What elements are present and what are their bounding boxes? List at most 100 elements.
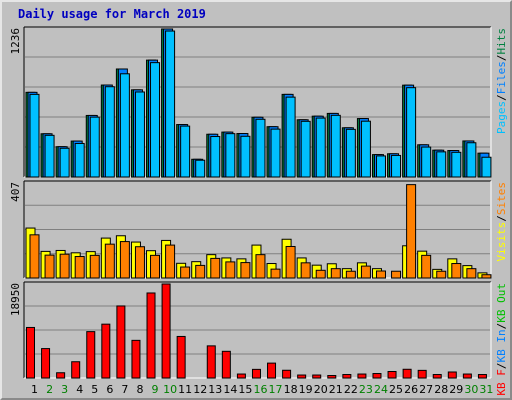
bar-pages-day-30 bbox=[466, 142, 477, 178]
bar-pages-day-15 bbox=[240, 135, 251, 178]
bar-kb-f-day-9 bbox=[146, 292, 156, 379]
bar-pages-day-10 bbox=[165, 30, 176, 178]
bar-sites-day-10 bbox=[165, 244, 176, 279]
day-label-19: 19 bbox=[299, 383, 313, 396]
bar-pages-day-27 bbox=[421, 146, 432, 178]
bar-kb-f-day-24 bbox=[372, 373, 382, 379]
bar-sites-day-25 bbox=[391, 270, 402, 279]
ymax-label: 18950 bbox=[9, 283, 22, 316]
bar-kb-f-day-23 bbox=[357, 373, 367, 379]
bar-pages-day-11 bbox=[180, 125, 191, 178]
bar-pages-day-25 bbox=[391, 154, 402, 178]
bar-pages-day-29 bbox=[451, 151, 462, 178]
bar-kb-f-day-2 bbox=[41, 348, 51, 379]
bar-kb-f-day-29 bbox=[447, 371, 457, 379]
bar-pages-day-1 bbox=[29, 93, 40, 178]
day-label-4: 4 bbox=[76, 383, 83, 396]
bar-kb-f-day-13 bbox=[206, 345, 216, 379]
bar-pages-day-3 bbox=[59, 147, 70, 178]
day-label-13: 13 bbox=[208, 383, 222, 396]
panel-visits-sites: 407 Visits/Sites bbox=[9, 180, 508, 279]
legend-entry: / bbox=[495, 215, 508, 222]
bar-sites-day-4 bbox=[74, 256, 85, 279]
bar-pages-day-23 bbox=[360, 120, 371, 178]
bar-sites-day-17 bbox=[270, 268, 281, 279]
bar-kb-f-day-25 bbox=[387, 371, 397, 379]
day-label-10: 10 bbox=[163, 383, 177, 396]
bar-sites-day-13 bbox=[210, 257, 221, 279]
day-label-11: 11 bbox=[178, 383, 192, 396]
day-label-2: 2 bbox=[46, 383, 53, 396]
bar-sites-day-28 bbox=[436, 270, 447, 279]
bar-kb-f-day-5 bbox=[86, 331, 96, 379]
bar-pages-day-14 bbox=[225, 133, 236, 178]
bar-kb-f-day-4 bbox=[71, 361, 81, 379]
day-label-1: 1 bbox=[31, 383, 38, 396]
bar-kb-f-day-10 bbox=[161, 283, 171, 379]
bar-pages-day-20 bbox=[315, 117, 326, 178]
day-label-31: 31 bbox=[479, 383, 493, 396]
day-label-25: 25 bbox=[389, 383, 403, 396]
bar-sites-day-26 bbox=[406, 184, 417, 279]
bar-sites-day-5 bbox=[89, 254, 100, 279]
bar-kb-f-day-30 bbox=[462, 373, 472, 379]
legend-entry: Hits bbox=[495, 28, 508, 55]
bar-sites-day-23 bbox=[360, 265, 371, 279]
bar-pages-day-18 bbox=[285, 96, 296, 178]
bar-sites-day-30 bbox=[466, 268, 477, 279]
bar-kb-f-day-21 bbox=[327, 375, 337, 379]
bar-sites-day-18 bbox=[285, 245, 296, 279]
bar-sites-day-31 bbox=[481, 274, 492, 279]
day-label-26: 26 bbox=[404, 383, 418, 396]
day-label-22: 22 bbox=[344, 383, 358, 396]
bar-kb-f-day-31 bbox=[477, 374, 487, 379]
bar-sites-day-29 bbox=[451, 263, 462, 279]
legend-entry: KB In bbox=[495, 329, 508, 362]
bar-kb-f-day-27 bbox=[417, 369, 427, 379]
day-label-23: 23 bbox=[359, 383, 373, 396]
bar-kb-f-day-7 bbox=[116, 305, 126, 379]
bar-kb-f-day-20 bbox=[312, 374, 322, 379]
bar-kb-f-day-14 bbox=[221, 350, 231, 379]
bar-sites-day-2 bbox=[44, 254, 55, 279]
bar-sites-day-6 bbox=[104, 243, 115, 279]
day-label-21: 21 bbox=[329, 383, 343, 396]
day-label-3: 3 bbox=[61, 383, 68, 396]
day-label-12: 12 bbox=[193, 383, 207, 396]
panel-legend: KB F/KB In/KB Out bbox=[495, 283, 508, 396]
bar-sites-day-12 bbox=[195, 264, 206, 279]
bar-pages-day-13 bbox=[210, 136, 221, 178]
bar-pages-day-12 bbox=[195, 159, 206, 178]
day-label-7: 7 bbox=[121, 383, 128, 396]
bar-pages-day-31 bbox=[481, 156, 492, 178]
day-label-30: 30 bbox=[464, 383, 478, 396]
legend-entry: / bbox=[495, 94, 508, 101]
bar-sites-day-8 bbox=[134, 246, 145, 279]
bar-pages-day-26 bbox=[406, 87, 417, 178]
bar-sites-day-16 bbox=[255, 254, 266, 279]
bar-pages-day-6 bbox=[104, 86, 115, 178]
bar-sites-day-27 bbox=[421, 254, 432, 279]
bar-pages-day-21 bbox=[330, 114, 341, 178]
bar-pages-day-28 bbox=[436, 151, 447, 178]
day-label-8: 8 bbox=[136, 383, 143, 396]
bar-pages-day-2 bbox=[44, 134, 55, 178]
ymax-label: 1236 bbox=[9, 28, 22, 55]
bar-sites-day-1 bbox=[29, 234, 40, 279]
bar-sites-day-14 bbox=[225, 261, 236, 279]
bar-sites-day-7 bbox=[119, 241, 130, 279]
bar-kb-f-day-1 bbox=[26, 326, 35, 379]
day-label-9: 9 bbox=[152, 383, 159, 396]
day-label-6: 6 bbox=[106, 383, 113, 396]
bar-sites-day-21 bbox=[330, 268, 341, 279]
bar-kb-f-day-18 bbox=[282, 369, 292, 379]
bar-pages-day-17 bbox=[270, 128, 281, 178]
bar-pages-day-9 bbox=[150, 62, 161, 178]
bar-kb-f-day-17 bbox=[267, 362, 277, 379]
legend-entry: / bbox=[495, 363, 508, 370]
bar-kb-f-day-8 bbox=[131, 339, 141, 379]
bar-kb-f-day-6 bbox=[101, 323, 111, 379]
day-label-16: 16 bbox=[253, 383, 267, 396]
